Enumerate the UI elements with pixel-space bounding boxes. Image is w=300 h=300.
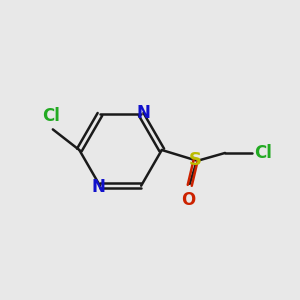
Text: Cl: Cl [42,107,60,125]
Text: Cl: Cl [254,144,272,162]
Text: N: N [136,104,151,122]
Text: O: O [181,190,195,208]
Text: S: S [189,151,202,169]
Text: N: N [92,178,105,196]
